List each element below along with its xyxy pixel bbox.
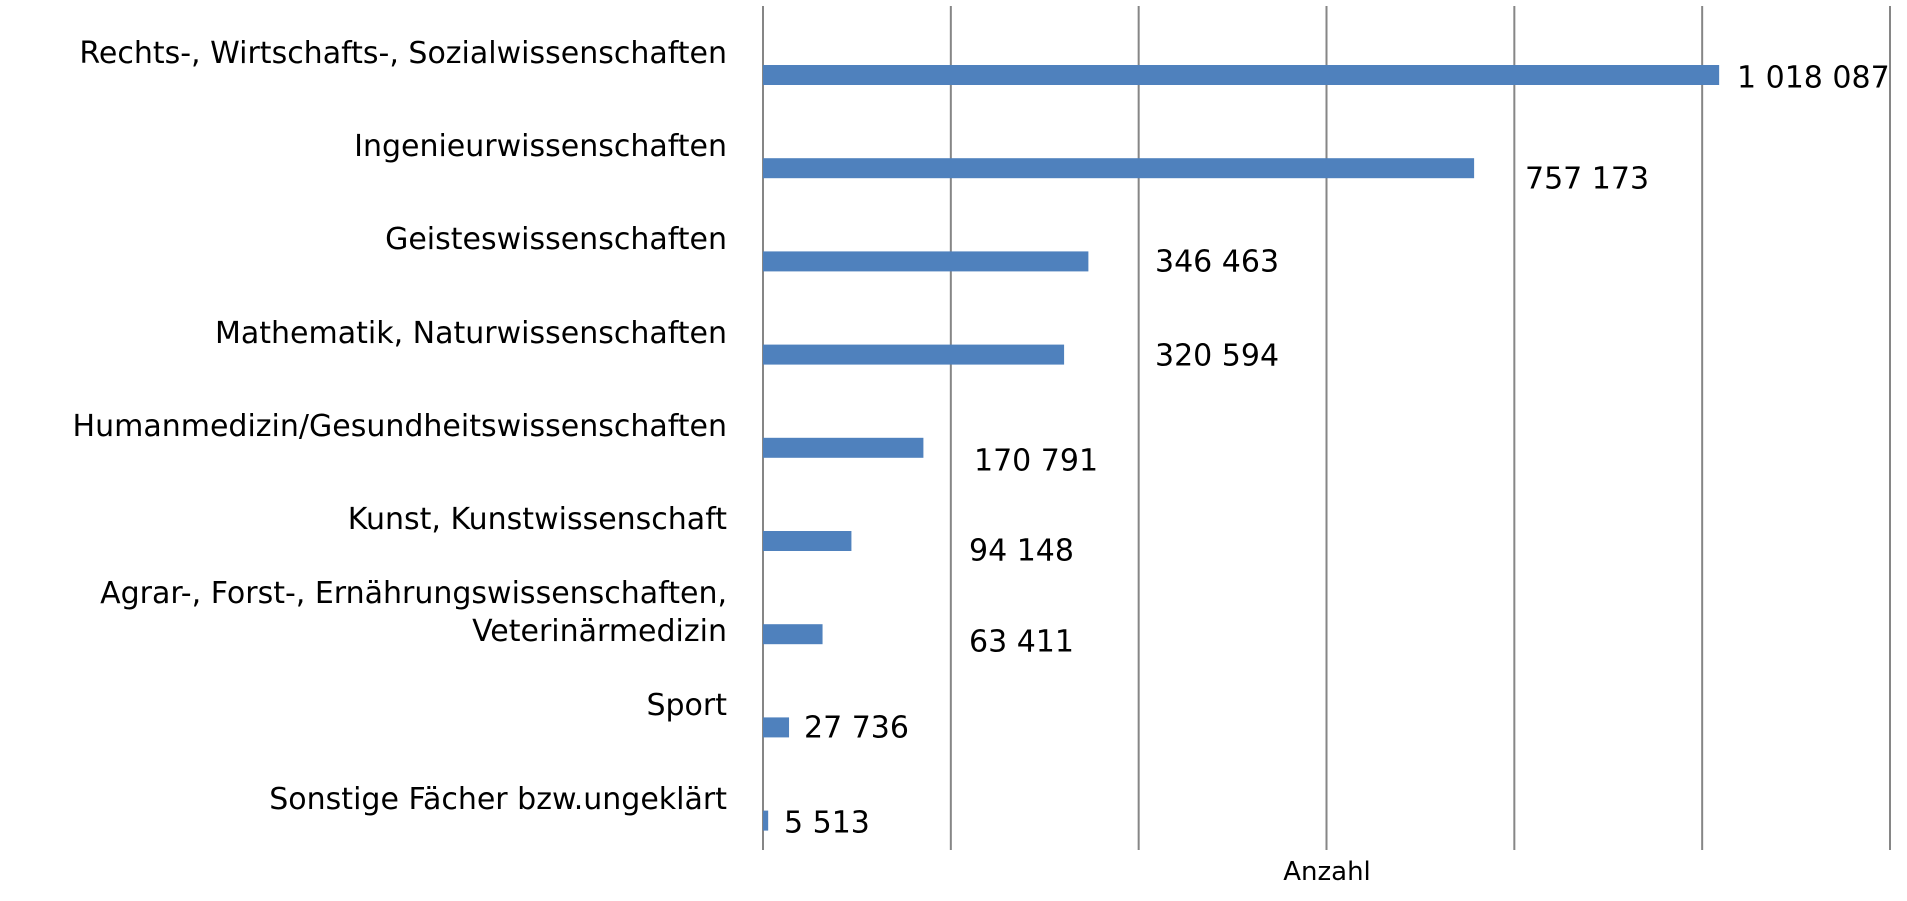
bar	[763, 65, 1720, 85]
value-label: 757 173	[1525, 161, 1650, 197]
value-label: 63 411	[969, 624, 1074, 660]
bar	[763, 717, 790, 738]
category-label: Kunst, Kunstwissenschaft	[347, 502, 727, 537]
bar	[763, 251, 1089, 272]
bar	[763, 810, 769, 831]
category-label: Geisteswissenschaften	[385, 222, 727, 258]
category-label: Mathematik, Naturwissenschaften	[215, 315, 727, 351]
category-label: Sport	[646, 688, 727, 724]
value-label: 320 594	[1155, 338, 1280, 374]
category-label: Agrar-, Forst-, Ernährungswissenschaften…	[100, 576, 727, 650]
bar	[763, 158, 1475, 179]
value-label: 94 148	[969, 533, 1074, 569]
category-label: Humanmedizin/Gesundheitswissenschaften	[72, 408, 727, 444]
value-label: 170 791	[974, 443, 1099, 479]
x-axis-label: Anzahl	[1283, 857, 1371, 887]
bar	[763, 624, 823, 645]
category-label: Rechts-, Wirtschafts-, Sozialwissenschaf…	[79, 36, 727, 71]
bar	[763, 344, 1065, 365]
category-label: Ingenieurwissenschaften	[354, 129, 727, 165]
category-label: Sonstige Fächer bzw.ungeklärt	[269, 781, 727, 817]
value-label: 1 018 087	[1737, 60, 1890, 96]
value-label: 27 736	[804, 710, 909, 746]
value-label: 346 463	[1155, 244, 1280, 280]
value-label: 5 513	[784, 805, 870, 841]
bar	[763, 437, 924, 458]
bar	[763, 531, 852, 551]
